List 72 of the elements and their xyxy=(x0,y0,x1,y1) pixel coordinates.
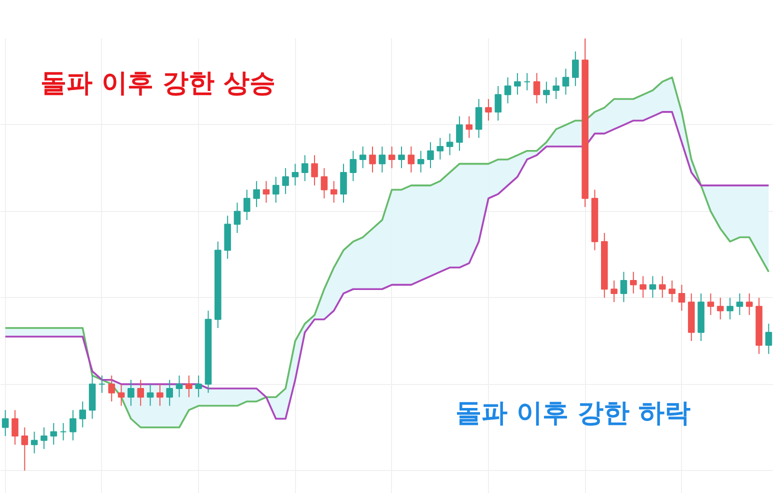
candlestick xyxy=(262,180,270,204)
candlestick xyxy=(272,176,280,204)
candlestick xyxy=(2,410,9,437)
candlestick xyxy=(630,271,637,294)
candlestick xyxy=(40,426,48,450)
candlestick xyxy=(736,292,744,316)
candlestick xyxy=(50,422,58,446)
candlestick xyxy=(378,146,386,173)
candlestick xyxy=(678,284,686,312)
candlestick xyxy=(369,146,376,173)
candlestick xyxy=(765,323,772,354)
candlestick xyxy=(330,180,338,204)
candlestick xyxy=(707,292,714,316)
candlestick xyxy=(572,50,579,87)
candlestick xyxy=(166,379,173,406)
candlestick xyxy=(79,400,86,428)
candlestick xyxy=(146,384,154,406)
candlestick xyxy=(359,146,366,169)
candlestick xyxy=(350,150,357,182)
candlestick xyxy=(243,189,250,220)
annotation: 돌파 이후 강한 하락 xyxy=(456,398,691,428)
candlestick xyxy=(70,410,76,441)
candlestick xyxy=(408,146,415,173)
candlestick xyxy=(427,142,434,169)
candlestick xyxy=(746,292,753,316)
candlestick xyxy=(137,379,144,406)
candlestick xyxy=(524,72,531,91)
candlestick xyxy=(658,276,666,298)
candlestick xyxy=(30,431,38,454)
candlestick xyxy=(640,276,646,298)
candlestick xyxy=(340,163,347,204)
candlestick xyxy=(543,81,550,104)
candlestick xyxy=(485,98,492,122)
candlestick xyxy=(301,154,308,182)
candlestick xyxy=(292,163,299,186)
candlestick xyxy=(128,379,134,406)
candlestick xyxy=(186,375,192,398)
candlestick xyxy=(98,375,106,394)
candlestick xyxy=(21,426,28,472)
candlestick xyxy=(620,271,628,303)
candlestick xyxy=(668,280,676,303)
candlestick xyxy=(494,86,502,122)
candlestick xyxy=(12,410,18,446)
candlestick xyxy=(504,76,512,104)
candlestick xyxy=(234,202,241,234)
candlestick xyxy=(398,146,405,169)
candlestick xyxy=(311,154,318,186)
candlestick xyxy=(562,68,570,96)
candlestick xyxy=(118,384,125,406)
candlestick xyxy=(436,137,444,160)
candlestick xyxy=(446,133,454,156)
candlestick xyxy=(156,384,164,406)
candlestick xyxy=(320,168,328,199)
annotation: 돌파 이후 강한 상승 xyxy=(40,68,276,98)
candlestick xyxy=(253,180,260,208)
candlestick xyxy=(475,98,482,138)
candlestick xyxy=(466,116,473,138)
candlestick xyxy=(514,72,521,96)
candlestick xyxy=(417,150,424,173)
candlestick xyxy=(282,168,289,195)
candlestick xyxy=(456,116,463,152)
candlestick xyxy=(726,297,734,320)
candlestick xyxy=(388,146,396,169)
candlestick xyxy=(176,375,183,398)
candlestick xyxy=(108,375,116,402)
candlestick xyxy=(649,276,656,298)
candlestick xyxy=(533,72,540,104)
candlestick xyxy=(60,422,67,441)
candlestick xyxy=(552,76,560,100)
candlestick xyxy=(195,375,202,398)
candlestick xyxy=(610,280,618,303)
candlestick xyxy=(716,297,724,320)
